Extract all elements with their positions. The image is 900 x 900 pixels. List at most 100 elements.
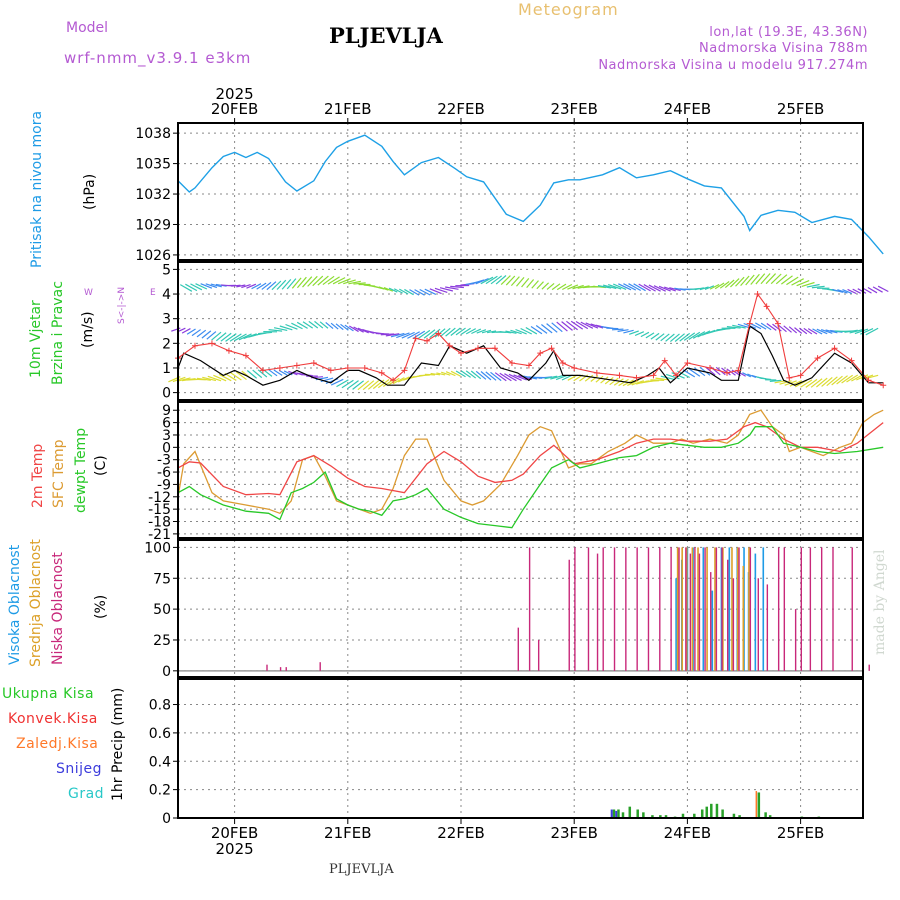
wind-direction-arrow — [780, 275, 793, 285]
wind-direction-arrow — [760, 377, 772, 381]
low-cloud-bar — [670, 547, 672, 671]
wind-direction-arrow — [611, 328, 624, 331]
low-cloud-bar — [851, 547, 853, 671]
wind-direction-arrow — [597, 285, 612, 289]
wind-direction-arrow — [766, 323, 777, 331]
meteogram-title: Meteogram — [518, 0, 619, 19]
legend-snow: Snijeg — [56, 761, 103, 777]
mid-cloud-bar — [681, 547, 683, 671]
wind-direction-arrow — [788, 326, 798, 334]
wind-gust-marker — [763, 303, 770, 310]
high-cloud-bar — [711, 590, 714, 671]
high-cloud-bar — [762, 547, 765, 671]
wind-direction-arrow — [206, 331, 217, 340]
wind-direction-arrow — [505, 330, 517, 334]
bottom-year-label: 2025 — [216, 840, 254, 858]
wind-direction-arrow — [837, 289, 848, 294]
wind-direction-arrow — [218, 373, 232, 382]
low-cloud-bar — [749, 547, 752, 671]
wind-tick-label: 1 — [162, 361, 171, 377]
wind-gust-marker — [548, 345, 555, 352]
precip-tick-label: 0.8 — [149, 698, 171, 714]
total-precip-bar — [628, 806, 632, 818]
total-precip-bar — [681, 813, 685, 818]
wind-direction-arrow — [455, 370, 466, 378]
wind-direction-arrow — [810, 378, 823, 388]
wind-tick-label: 4 — [162, 287, 171, 303]
wind-gust-marker — [361, 364, 368, 371]
bottom-date-label: 25FEB — [777, 824, 824, 842]
wind-direction-arrow — [816, 328, 828, 335]
wind-direction-arrow — [724, 279, 735, 289]
wind-direction-arrow — [799, 327, 808, 335]
wind-direction-arrow — [726, 326, 741, 329]
low-cloud-bar — [710, 572, 712, 671]
pressure-line — [177, 134, 884, 255]
total-precip-bar — [757, 792, 761, 818]
wind-direction-arrow — [805, 378, 818, 388]
cloud-tick-label: 0 — [162, 664, 171, 680]
wind-direction-arrow — [352, 380, 365, 390]
wind-direction-arrow — [791, 278, 804, 286]
wind-direction-arrow — [246, 370, 258, 379]
wind-direction-arrow — [335, 323, 344, 331]
wind-direction-arrow — [504, 373, 517, 382]
wind-direction-arrow — [638, 283, 651, 292]
wind-direction-arrow — [481, 329, 492, 334]
frozen-precip-bar — [755, 791, 758, 818]
temp-tick-label: -18 — [148, 515, 171, 531]
wind-direction-arrow — [664, 286, 676, 292]
wind-direction-arrow — [602, 284, 617, 290]
wind-direction-arrow — [789, 380, 802, 387]
mid-cloud-bar — [706, 547, 708, 671]
mid-cloud-bar — [691, 547, 694, 671]
total-precip-bar — [738, 815, 741, 818]
temp-tick-label: -9 — [157, 477, 171, 493]
wind-direction-arrow — [291, 277, 302, 289]
high-cloud-bar — [702, 547, 705, 671]
wind-direction-arrow — [607, 283, 622, 290]
wind-gust-marker — [865, 377, 872, 384]
wind-direction-arrow — [556, 321, 568, 332]
wind-direction-arrow — [246, 283, 257, 289]
wind-direction-arrow — [281, 279, 292, 290]
wind-gust-marker — [831, 345, 838, 352]
wind-gust-marker — [735, 367, 742, 374]
low-cloud-bar — [625, 547, 627, 671]
low-cloud-bar — [783, 547, 786, 671]
wind-direction-arrow — [513, 374, 527, 381]
wind-direction-arrow — [515, 328, 527, 335]
wind-direction-arrow — [604, 376, 614, 385]
total-precip-bar — [700, 809, 704, 818]
wind-direction-arrow — [618, 378, 629, 387]
wind-direction-arrow — [385, 333, 400, 337]
low-cloud-bar — [698, 553, 701, 671]
low-cloud-bar — [285, 667, 287, 671]
bottom-date-label: 22FEB — [437, 824, 484, 842]
wind-direction-arrow — [177, 377, 191, 382]
wind-direction-arrow — [679, 332, 691, 342]
low-cloud-bar — [868, 664, 870, 671]
wind-direction-arrow — [441, 371, 451, 376]
wind-direction-arrow — [526, 279, 535, 289]
wind-direction-arrow — [286, 278, 297, 290]
wind-direction-arrow — [510, 276, 520, 287]
precip-tick-label: 0.6 — [149, 726, 171, 742]
wind-direction-arrow — [786, 276, 799, 286]
snow-precip-bar — [615, 810, 618, 818]
wind-direction-arrow — [704, 285, 715, 291]
low-cloud-bar — [732, 578, 735, 671]
high-cloud-bar — [754, 553, 757, 671]
wind-gust-marker — [537, 350, 544, 357]
wind-direction-arrow — [777, 324, 787, 333]
wind-direction-arrow — [640, 331, 650, 338]
wind-gust-marker — [774, 320, 781, 327]
wind-direction-arrow — [172, 376, 186, 383]
temp-tick-label: 3 — [162, 428, 171, 444]
wind-gust-marker — [571, 364, 578, 371]
wind-direction-arrow — [378, 286, 389, 291]
wind-direction-arrow — [617, 329, 629, 332]
wind-direction-arrow — [181, 328, 191, 334]
total-precip-bar — [764, 812, 767, 818]
bottom-date-label: 20FEB — [211, 824, 258, 842]
